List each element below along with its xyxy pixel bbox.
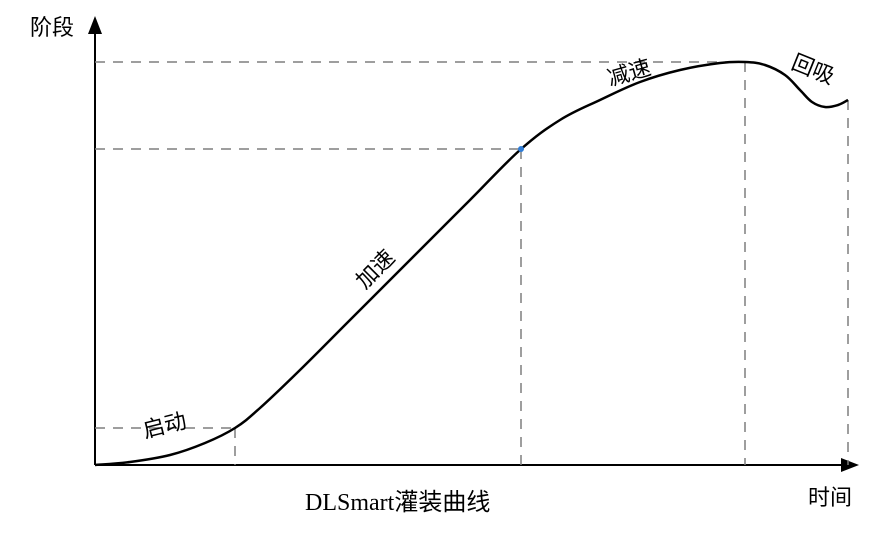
y-axis-label: 阶段 xyxy=(30,15,74,40)
chart-caption: DLSmart灌装曲线 xyxy=(305,489,490,516)
phase-label: 加速 xyxy=(351,245,400,294)
phase-label: 启动 xyxy=(140,408,189,443)
x-axis-arrow-icon xyxy=(841,458,859,472)
x-axis-label: 时间 xyxy=(808,485,852,510)
curve-data-point xyxy=(518,146,524,152)
phase-label: 回吸 xyxy=(788,49,838,89)
phase-label: 减速 xyxy=(604,55,653,91)
y-axis-arrow-icon xyxy=(88,16,102,34)
filling-curve xyxy=(95,62,848,465)
